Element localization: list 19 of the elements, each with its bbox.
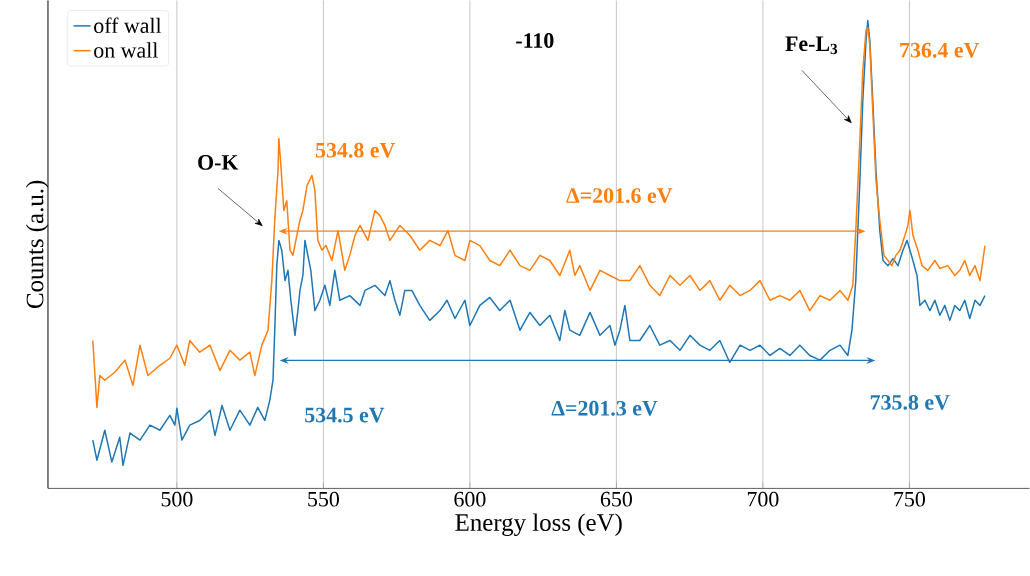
legend-label: off wall bbox=[94, 17, 162, 33]
annotation: 534.5 eV bbox=[305, 407, 385, 423]
x-tick-label: 650 bbox=[600, 491, 632, 507]
annotation: Δ=201.6 eV bbox=[566, 188, 673, 203]
x-tick-label: 500 bbox=[161, 491, 193, 507]
annotation: 735.8 eV bbox=[870, 394, 950, 410]
annotation: Δ=201.3 eV bbox=[551, 400, 658, 416]
annotation: -110 bbox=[516, 32, 554, 48]
x-tick-label: 600 bbox=[454, 491, 486, 507]
annotation: 736.4 eV bbox=[900, 42, 980, 58]
annotation: O-K bbox=[198, 154, 239, 170]
x-tick-label: 700 bbox=[747, 491, 779, 507]
y-axis-title: Counts (a.u.) bbox=[25, 180, 49, 308]
annotation: 534.8 eV bbox=[315, 142, 396, 158]
legend-label: on wall bbox=[94, 42, 158, 58]
annotation: Fe-L$_{3}$ bbox=[785, 36, 838, 55]
x-axis-title: Energy loss (eV) bbox=[455, 513, 622, 536]
x-tick-label: 750 bbox=[894, 491, 925, 507]
x-tick-label: 550 bbox=[308, 491, 339, 507]
